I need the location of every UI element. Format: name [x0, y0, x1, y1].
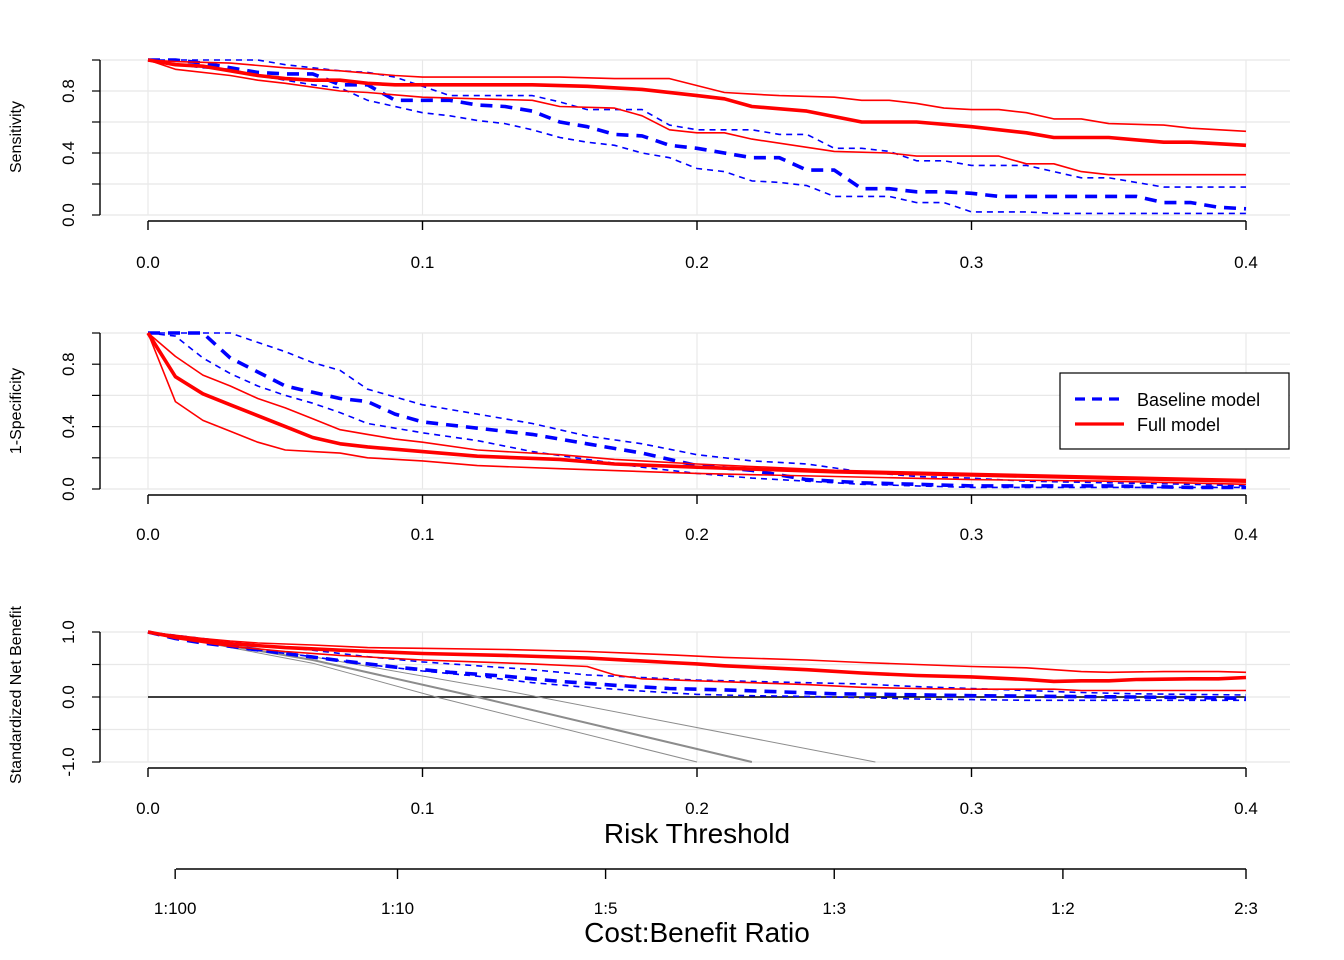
x-tick-label: 0.2 — [685, 253, 709, 272]
legend-label-full: Full model — [1137, 415, 1220, 435]
series-baseline-model-lower — [147, 59, 1246, 215]
series-full-model-upper — [147, 332, 1247, 481]
y-tick-label: 0.8 — [59, 79, 78, 103]
y-axis-label-sensitivity: Sensitivity — [8, 101, 25, 173]
legend-box — [1059, 372, 1290, 450]
y-tick-label: 0.0 — [59, 685, 78, 709]
y-tick-label: 0.4 — [59, 415, 78, 439]
x-tick-label: 0.0 — [136, 525, 160, 544]
y-tick-label: 0.4 — [59, 141, 78, 165]
series-baseline-model-estimate — [147, 630, 1247, 701]
traces-specificity — [146, 331, 1247, 490]
series-full-model-upper — [147, 59, 1247, 133]
x-axis-title: Risk Threshold — [604, 818, 790, 849]
y-tick-label: 0.0 — [59, 203, 78, 227]
x-tick-label: 0.3 — [960, 525, 984, 544]
cost-benefit-tick-label: 1:3 — [822, 899, 846, 918]
series-full-model-lower — [147, 631, 1246, 692]
series-baseline-model-lower — [147, 631, 1246, 702]
x-tick-label: 0.3 — [960, 799, 984, 818]
series-full-model-lower — [147, 59, 1246, 176]
traces-net-benefit — [147, 630, 1247, 763]
grid-sensitivity — [100, 59, 1290, 216]
series-full-model-lower — [147, 332, 1247, 486]
y-tick-label: 0.8 — [59, 352, 78, 376]
y-tick-label: 0.0 — [59, 477, 78, 501]
x-tick-label: 0.0 — [136, 799, 160, 818]
legend: Baseline model Full model — [1059, 372, 1290, 450]
x-tick-label: 0.1 — [411, 525, 435, 544]
series-baseline-model-estimate — [148, 331, 1246, 490]
x-axis-net-benefit: 0.0 0.1 0.2 0.3 0.4 — [136, 767, 1258, 818]
series-full-model-estimate — [147, 58, 1247, 148]
y-axis-label-net-benefit: Standardized Net Benefit — [8, 606, 25, 784]
grid-specificity — [100, 332, 1290, 490]
x-tick-label: 0.3 — [960, 253, 984, 272]
panel-specificity: 0.00.40.8 0.0 0.1 0.2 0.3 0.4 1-Specificity … — [8, 331, 1290, 544]
cost-benefit-ticks: 1:100 1:10 1:5 1:3 1:2 2:3 — [154, 869, 1258, 918]
x-tick-label: 0.1 — [411, 799, 435, 818]
series-full-model-upper — [147, 631, 1247, 674]
y-ticks-net-benefit: -1.0 0.0 1.0 — [59, 620, 100, 777]
cost-benefit-tick-label: 1:5 — [594, 899, 618, 918]
x-axis-sensitivity: 0.0 0.1 0.2 0.3 0.4 — [136, 220, 1258, 272]
x-tick-label: 0.0 — [136, 253, 160, 272]
series-baseline-model-upper — [148, 332, 1247, 487]
series-full-model-estimate — [147, 630, 1247, 684]
x-tick-label: 0.1 — [411, 253, 435, 272]
x-axis-specificity: 0.0 0.1 0.2 0.3 0.4 — [136, 494, 1258, 544]
x-tick-label: 0.2 — [685, 799, 709, 818]
y-axis-label-specificity: 1-Specificity — [8, 368, 25, 454]
y-ticks-sensitivity: 0.0 0.4 0.8 — [59, 59, 100, 227]
cost-benefit-title: Cost:Benefit Ratio — [584, 917, 810, 948]
cost-benefit-axis: 1:100 1:10 1:5 1:3 1:2 2:3 — [154, 868, 1258, 918]
y-tick-label: -1.0 — [59, 747, 78, 776]
cost-benefit-tick-label: 1:10 — [381, 899, 414, 918]
traces-sensitivity — [147, 58, 1247, 215]
y-ticks-specificity: 0.0 0.4 0.8 — [59, 332, 100, 501]
x-tick-label: 0.4 — [1234, 525, 1258, 544]
x-tick-label: 0.4 — [1234, 799, 1258, 818]
x-tick-label: 0.4 — [1234, 253, 1258, 272]
cost-benefit-tick-label: 2:3 — [1234, 899, 1258, 918]
cost-benefit-tick-label: 1:2 — [1051, 899, 1075, 918]
panel-net-benefit: -1.0 0.0 1.0 0.0 0.1 0.2 0.3 0.4 Standardized … — [8, 606, 1290, 818]
x-tick-label: 0.2 — [685, 525, 709, 544]
cost-benefit-tick-label: 1:100 — [154, 899, 197, 918]
series-full-model-estimate — [146, 332, 1247, 483]
legend-label-baseline: Baseline model — [1137, 390, 1260, 410]
y-tick-label: 1.0 — [59, 620, 78, 644]
panel-sensitivity: 0.0 0.4 0.8 0.0 0.1 0.2 0.3 0.4 Sensitivity — [8, 58, 1290, 272]
